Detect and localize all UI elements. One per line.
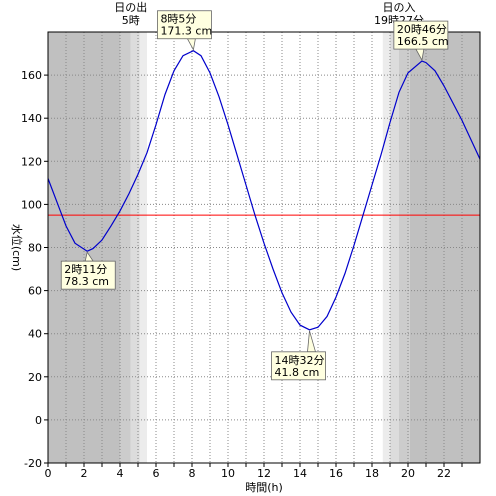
- x-axis-label: 時間(h): [245, 481, 283, 494]
- night-band: [139, 32, 147, 463]
- callout-value: 78.3 cm: [64, 275, 109, 288]
- y-tick-label: 20: [28, 371, 42, 384]
- y-tick-label: -20: [24, 457, 42, 470]
- night-band: [120, 32, 131, 463]
- callout-value: 171.3 cm: [160, 25, 212, 38]
- x-tick-label: 2: [81, 467, 88, 480]
- x-axis: 0 2 4 6 8 10 12 14 16 18 20 22: [45, 463, 463, 480]
- callout-box: [271, 351, 326, 381]
- x-tick-label: 14: [293, 467, 307, 480]
- y-axis-label: 水位(cm): [10, 224, 24, 271]
- x-tick-label: 20: [401, 467, 415, 480]
- callout-value: 166.5 cm: [397, 35, 449, 48]
- x-tick-label: 12: [257, 467, 271, 480]
- y-tick-label: 40: [28, 328, 42, 341]
- tide-line: [47, 50, 481, 331]
- y-axis: -20 0 20 40 60 80 100 120 140 160: [21, 69, 48, 470]
- x-tick-label: 4: [117, 467, 124, 480]
- night-band: [390, 32, 399, 463]
- x-tick-label: 10: [221, 467, 235, 480]
- y-tick-label: 100: [21, 198, 42, 211]
- series-group: [47, 50, 481, 331]
- callout-time: 14時32分: [275, 354, 325, 367]
- callout-value: 41.8 cm: [275, 366, 320, 379]
- x-tick-label: 0: [45, 467, 52, 480]
- y-tick-label: 120: [21, 155, 42, 168]
- y-tick-label: 60: [28, 285, 42, 298]
- y-tick-label: 0: [35, 414, 42, 427]
- callout-box: [60, 260, 116, 290]
- x-tick-label: 22: [437, 467, 451, 480]
- y-tick-label: 140: [21, 112, 42, 125]
- sunrise-time: 5時: [122, 14, 140, 27]
- grid-lines: [48, 32, 480, 463]
- x-tick-label: 18: [365, 467, 379, 480]
- x-tick-label: 16: [329, 467, 343, 480]
- callout-time: 2時11分: [64, 263, 107, 276]
- callout-time: 20時46分: [397, 23, 447, 36]
- callout-time: 8時5分: [160, 13, 196, 26]
- sunrise-label: 日の出: [114, 0, 147, 14]
- y-tick-label: 160: [21, 69, 42, 82]
- sunset-label: 日の入: [383, 1, 416, 14]
- x-tick-label: 6: [153, 467, 160, 480]
- y-tick-label: 80: [28, 242, 42, 255]
- night-band: [382, 32, 390, 463]
- callout-box: [393, 20, 449, 50]
- x-tick-label: 8: [189, 467, 196, 480]
- callout-box: [157, 10, 212, 40]
- night-band: [399, 32, 410, 463]
